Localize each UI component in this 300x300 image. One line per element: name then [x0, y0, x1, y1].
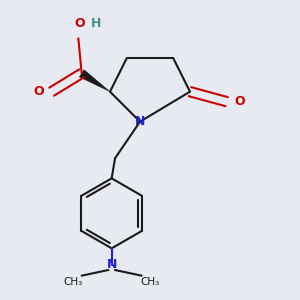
Text: H: H — [91, 17, 101, 30]
Text: O: O — [234, 95, 244, 108]
Text: CH₃: CH₃ — [64, 277, 83, 287]
Text: N: N — [135, 115, 145, 128]
Text: N: N — [106, 259, 117, 272]
Polygon shape — [79, 70, 110, 92]
Text: CH₃: CH₃ — [140, 277, 160, 287]
Text: O: O — [34, 85, 44, 98]
Text: O: O — [75, 17, 85, 30]
